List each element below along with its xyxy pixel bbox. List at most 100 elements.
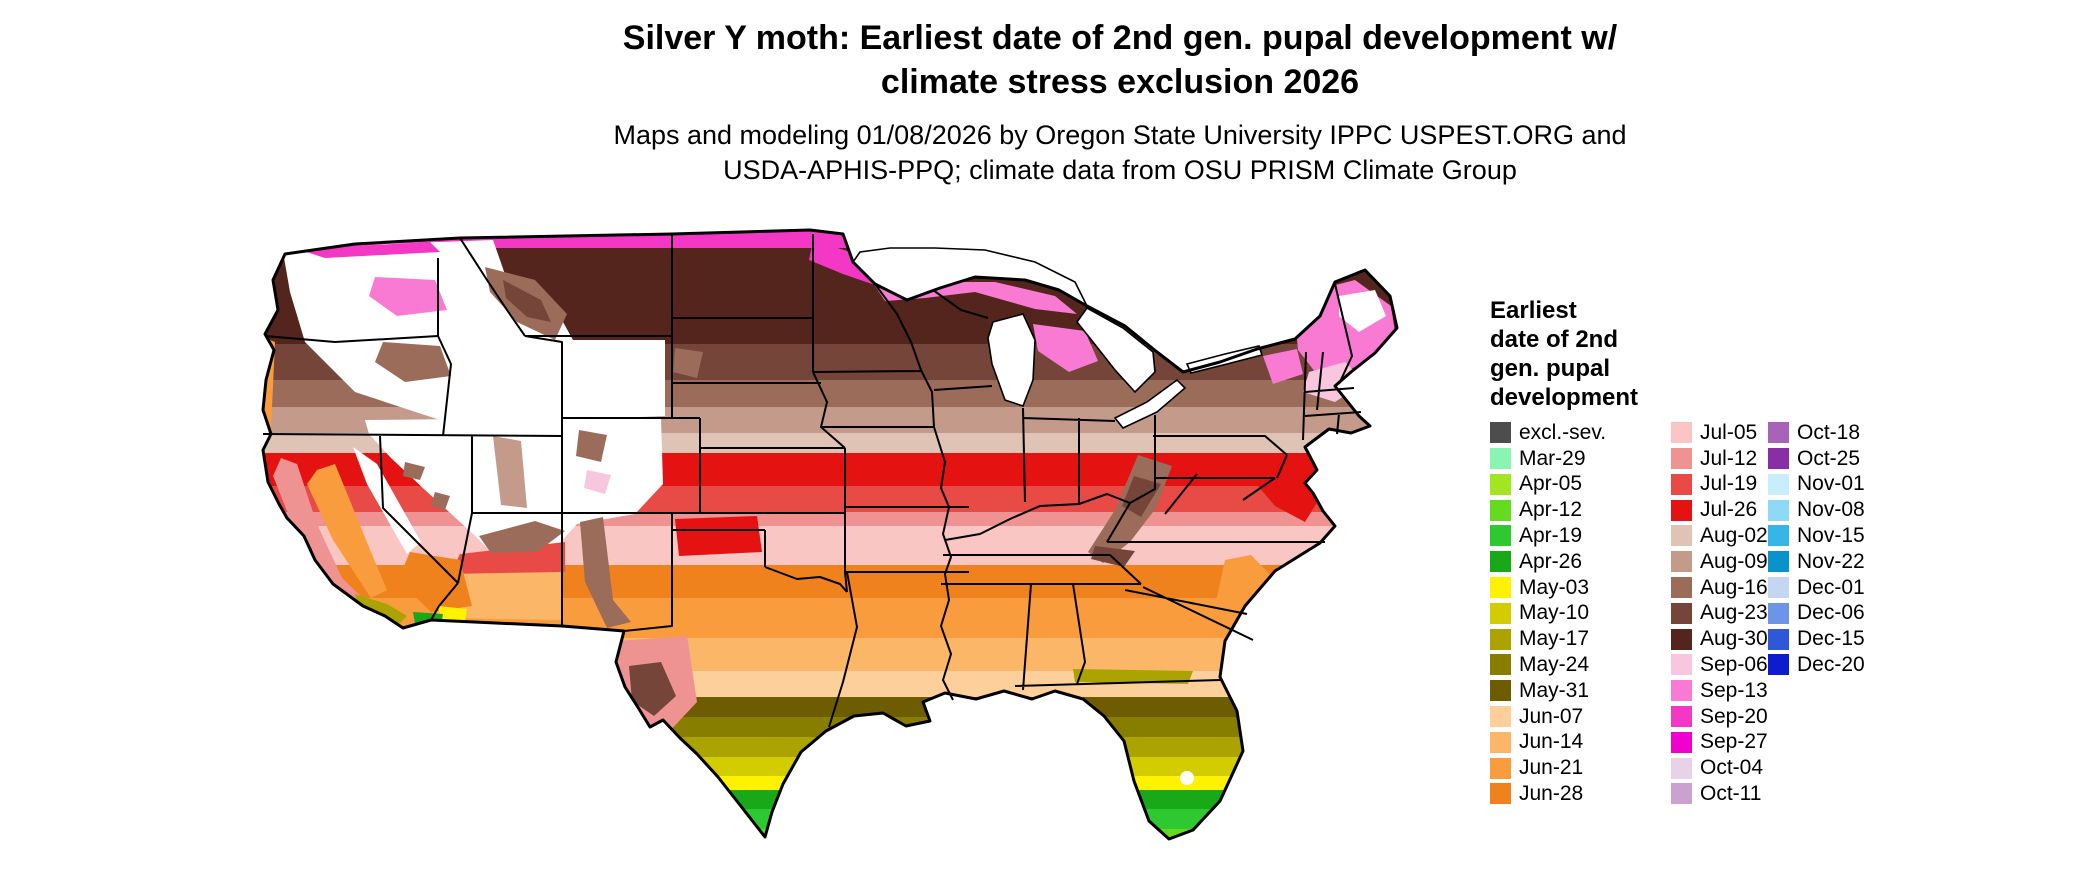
legend-row: Dec-15 (1768, 627, 1865, 650)
legend-swatch (1490, 525, 1511, 547)
legend-swatch (1490, 551, 1511, 573)
map-region-patch (673, 348, 703, 378)
legend-swatch (1768, 654, 1789, 676)
legend-label: Jul-05 (1700, 420, 1758, 444)
legend-label: Apr-26 (1519, 549, 1583, 573)
legend-swatch (1671, 654, 1692, 676)
map-band (263, 638, 1397, 671)
legend-swatch (1490, 628, 1511, 650)
legend-label: Jul-26 (1700, 498, 1758, 522)
legend-swatch (1490, 422, 1511, 444)
page-title: Silver Y moth: Earliest date of 2nd gen.… (520, 16, 1720, 104)
legend-row: Jul-12 (1671, 446, 1768, 470)
legend-swatch (1671, 525, 1692, 547)
legend-label: Aug-16 (1700, 575, 1768, 599)
legend-row: Apr-26 (1490, 549, 1606, 573)
subtitle-line-2: USDA-APHIS-PPQ; climate data from OSU PR… (723, 155, 1517, 185)
legend-title-line: development (1490, 384, 1639, 411)
legend-row: Apr-12 (1490, 498, 1606, 522)
legend-label: Oct-11 (1700, 781, 1762, 805)
legend-swatch (1490, 577, 1511, 599)
legend-swatch (1671, 783, 1692, 805)
legend-swatch (1768, 551, 1789, 573)
legend-swatch (1671, 731, 1692, 753)
legend-row: Sep-20 (1671, 704, 1768, 728)
legend-swatch (1671, 680, 1692, 702)
legend-swatch (1490, 654, 1511, 676)
legend-label: Mar-29 (1519, 446, 1586, 470)
map-region-patch (493, 436, 527, 508)
legend-label: Sep-20 (1700, 704, 1768, 728)
legend-swatch (1671, 499, 1692, 521)
legend-label: Dec-01 (1797, 575, 1865, 599)
legend-swatch (1490, 783, 1511, 805)
map-band (263, 697, 1397, 717)
map-band (263, 829, 1397, 839)
legend-row: Aug-02 (1671, 524, 1768, 547)
legend-label: Sep-27 (1700, 730, 1768, 754)
state-borders (262, 234, 1362, 728)
legend-row: Jun-14 (1490, 730, 1606, 754)
legend-label: May-10 (1519, 601, 1590, 625)
legend-row: Dec-20 (1768, 653, 1865, 676)
us-choropleth-map (235, 222, 1455, 882)
legend-row: Oct-25 (1768, 447, 1865, 470)
legend-swatch (1768, 422, 1789, 444)
legend-title-line: gen. pupal (1490, 355, 1610, 382)
legend-row: Jul-05 (1671, 420, 1768, 444)
map-region-patch (584, 470, 611, 494)
map-region-patch (503, 280, 551, 322)
legend-label: Aug-23 (1700, 601, 1768, 625)
map-region-patch (580, 517, 631, 628)
legend-row: Nov-08 (1768, 498, 1865, 521)
legend-swatch (1671, 757, 1692, 779)
legend-label: Dec-06 (1797, 601, 1865, 625)
legend-row: excl.-sev. (1490, 421, 1606, 444)
legend-swatch (1768, 525, 1789, 547)
legend-row: Nov-22 (1768, 549, 1865, 573)
legend-row: Jun-28 (1490, 782, 1606, 805)
map-region-patch (629, 662, 676, 716)
legend-label: Jul-12 (1700, 446, 1758, 470)
legend-label: Apr-12 (1519, 498, 1583, 522)
map-band (263, 790, 1397, 809)
map-region-patch (375, 342, 451, 382)
lake-michigan (987, 313, 1036, 408)
legend-label: May-31 (1519, 678, 1590, 702)
legend-swatch (1768, 628, 1789, 650)
legend-row: Sep-13 (1671, 679, 1768, 702)
map-band (263, 757, 1397, 776)
lake-huron (1075, 306, 1156, 394)
legend-row: Apr-05 (1490, 472, 1606, 496)
legend-swatch (1490, 499, 1511, 521)
legend-row: May-17 (1490, 627, 1606, 650)
legend-swatch (1671, 448, 1692, 470)
legend-label: Jul-19 (1700, 472, 1758, 496)
legend-swatch (1490, 473, 1511, 495)
legend-label: Nov-22 (1797, 549, 1865, 573)
legend-swatch (1768, 499, 1789, 521)
legend-row: Aug-09 (1671, 550, 1768, 573)
map-excluded-sierra (353, 447, 421, 554)
legend-label: Apr-05 (1519, 472, 1583, 496)
map-region-patch (675, 516, 762, 556)
map-region-patch (1033, 324, 1098, 372)
map-region-patch (438, 606, 467, 622)
map-region-patch (1073, 669, 1193, 684)
legend-column: Oct-18 Oct-25 Nov-01 Nov-08 Nov-15 Nov-22 Dec-… (1768, 420, 1865, 680)
map-band (263, 776, 1397, 790)
legend-title: Earliest date of 2nd gen. pupal developm… (1490, 296, 2070, 412)
map-region-patch (369, 277, 447, 316)
legend-swatch (1490, 731, 1511, 753)
legend-label: Jun-14 (1519, 730, 1584, 754)
map-region-patch (403, 462, 425, 480)
legend-row: Jul-26 (1671, 498, 1768, 522)
legend-label: Oct-18 (1797, 420, 1861, 444)
map-band (263, 526, 1397, 565)
legend-title-line: date of 2nd (1490, 326, 1619, 353)
map-band (263, 737, 1397, 757)
legend-row: Dec-06 (1768, 601, 1865, 625)
map-band (235, 862, 1455, 882)
legend-swatch (1671, 473, 1692, 495)
legend-row: Apr-19 (1490, 524, 1606, 547)
